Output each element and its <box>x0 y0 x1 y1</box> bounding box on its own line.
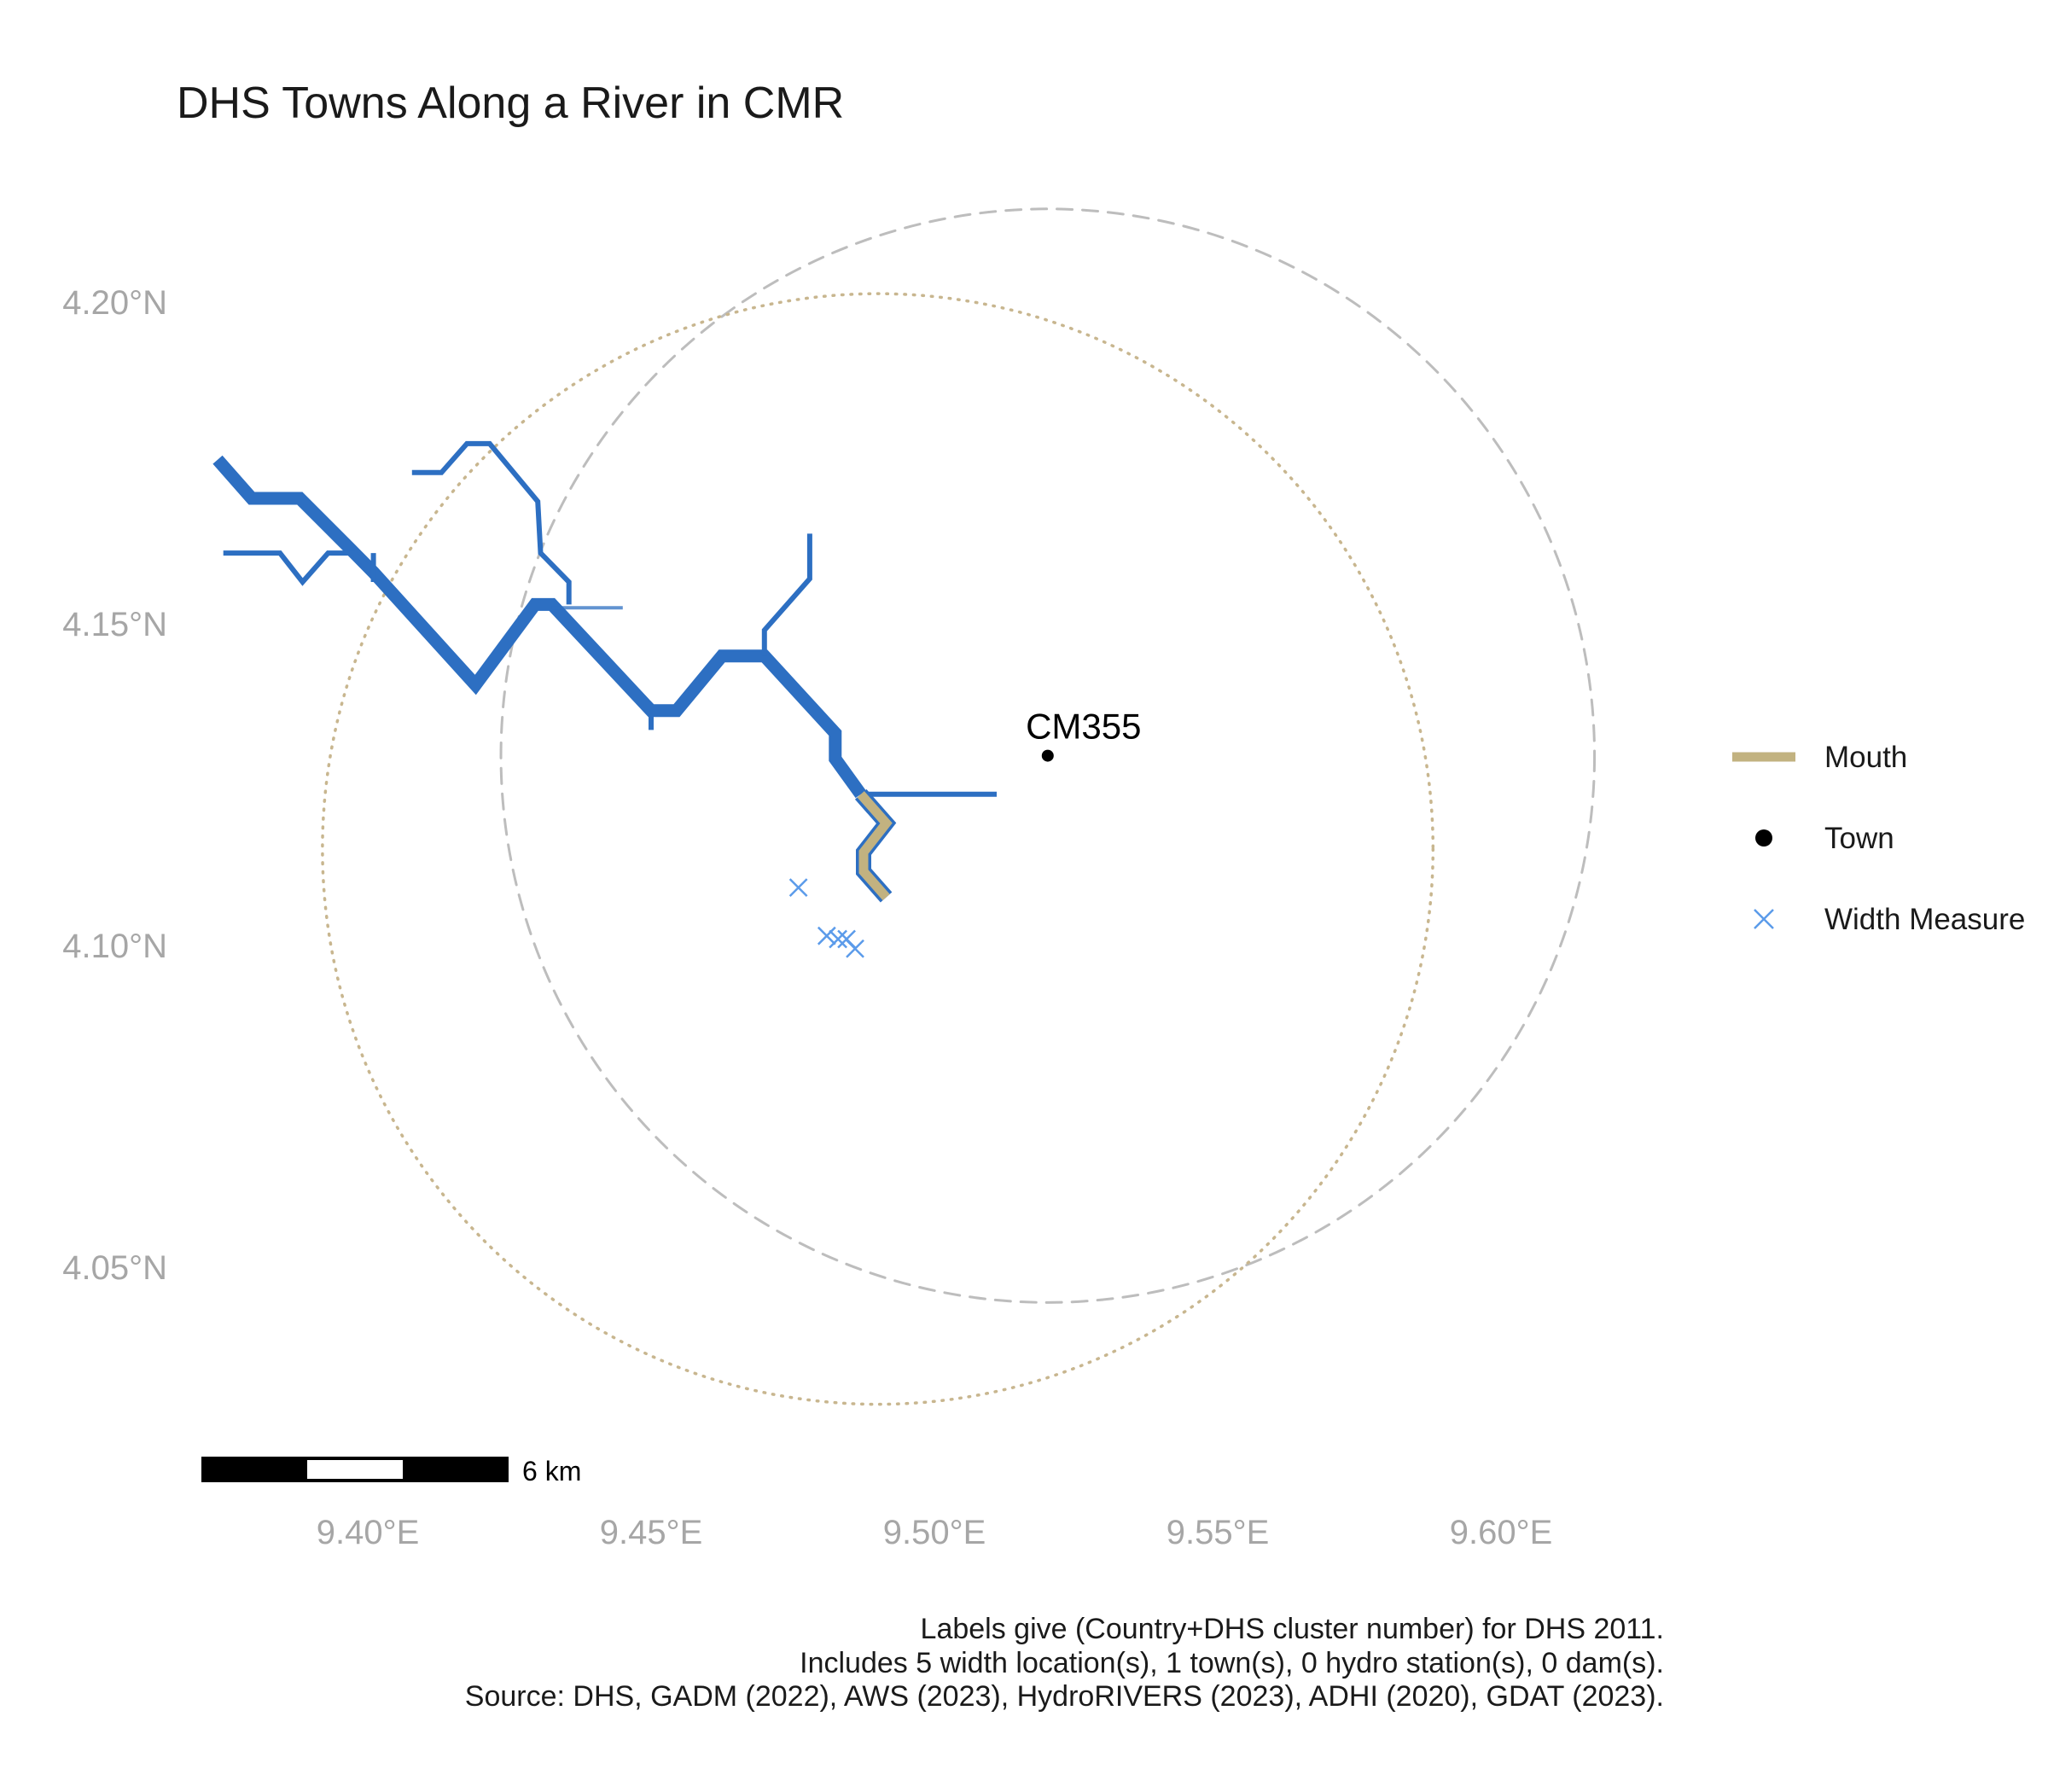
river-network <box>212 440 997 799</box>
width-measure-marker <box>817 926 836 945</box>
width-measure-marker <box>829 929 848 949</box>
legend-width-key <box>1754 909 1774 929</box>
town-point <box>1041 749 1054 762</box>
width-measure-marker <box>846 939 864 958</box>
caption-line: Labels give (Country+DHS cluster number)… <box>921 1613 1664 1645</box>
width-measure-marker <box>788 878 808 898</box>
x-tick-label: 9.55°E <box>1167 1514 1270 1551</box>
river-segment <box>223 550 375 586</box>
map-title: DHS Towns Along a River in CMR <box>177 79 844 128</box>
river-segment <box>411 440 572 605</box>
caption-line: Includes 5 width location(s), 1 town(s),… <box>800 1647 1664 1679</box>
buffer-circles <box>321 207 1597 1406</box>
legend-label-mouth: Mouth <box>1824 741 1907 774</box>
legend-label-width: Width Measure <box>1824 903 2025 936</box>
river-mouth <box>854 788 897 903</box>
x-axis: 9.40°E 9.45°E 9.50°E 9.55°E 9.60°E <box>317 1514 1553 1551</box>
y-tick-label: 4.15°N <box>62 606 167 643</box>
y-tick-label: 4.20°N <box>62 284 167 322</box>
width-measures <box>788 878 864 958</box>
caption: Labels give (Country+DHS cluster number)… <box>465 1613 1664 1713</box>
dashed-buffer-circle <box>499 207 1597 1304</box>
scale-bar-segment <box>307 1460 403 1479</box>
legend-label-town: Town <box>1824 822 1894 855</box>
y-axis: 4.20°N 4.15°N 4.10°N 4.05°N <box>62 284 167 1287</box>
legend-town-key <box>1755 829 1772 847</box>
dotted-buffer-circle <box>321 292 1435 1406</box>
x-tick-label: 9.45°E <box>600 1514 703 1551</box>
x-tick-label: 9.50°E <box>883 1514 986 1551</box>
scale-bar: 6 km <box>201 1456 581 1487</box>
towns: CM355 <box>1026 707 1142 762</box>
river-segment <box>761 533 812 656</box>
river-segment <box>212 455 866 799</box>
map-panel: CM355 6 km <box>201 207 1597 1487</box>
y-tick-label: 4.10°N <box>62 928 167 965</box>
legend: Mouth Town Width Measure <box>1732 741 2025 936</box>
scale-bar-label: 6 km <box>522 1456 581 1487</box>
town-label: CM355 <box>1026 707 1141 747</box>
caption-line: Source: DHS, GADM (2022), AWS (2023), Hy… <box>465 1680 1664 1713</box>
x-tick-label: 9.60°E <box>1450 1514 1553 1551</box>
y-tick-label: 4.05°N <box>62 1249 167 1287</box>
mouth-line <box>857 791 893 901</box>
x-tick-label: 9.40°E <box>317 1514 420 1551</box>
